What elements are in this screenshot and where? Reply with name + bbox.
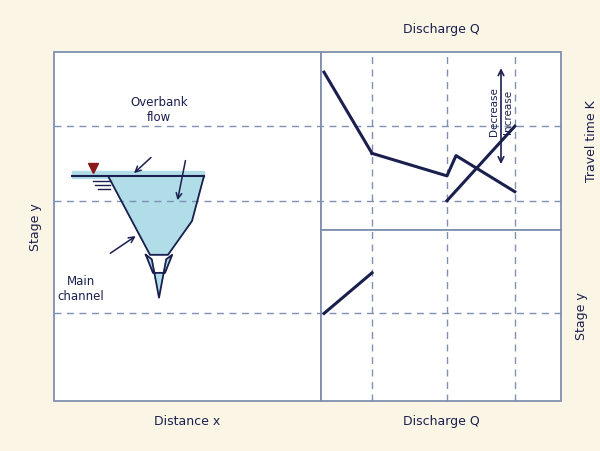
FancyBboxPatch shape	[321, 52, 561, 230]
Text: Stage y: Stage y	[575, 292, 589, 340]
FancyBboxPatch shape	[321, 230, 561, 401]
Text: Travel time K: Travel time K	[584, 100, 598, 182]
Text: Main
channel: Main channel	[58, 275, 104, 303]
Polygon shape	[72, 176, 204, 255]
Text: Discharge Q: Discharge Q	[403, 415, 479, 428]
Polygon shape	[146, 255, 172, 298]
Text: Discharge Q: Discharge Q	[403, 23, 479, 36]
Text: Distance x: Distance x	[154, 415, 221, 428]
Text: Decrease: Decrease	[489, 87, 499, 136]
Text: Overbank
flow: Overbank flow	[130, 97, 188, 124]
Text: Increase: Increase	[503, 90, 513, 133]
Polygon shape	[72, 171, 204, 178]
Text: Stage y: Stage y	[29, 203, 43, 250]
FancyBboxPatch shape	[54, 52, 321, 401]
